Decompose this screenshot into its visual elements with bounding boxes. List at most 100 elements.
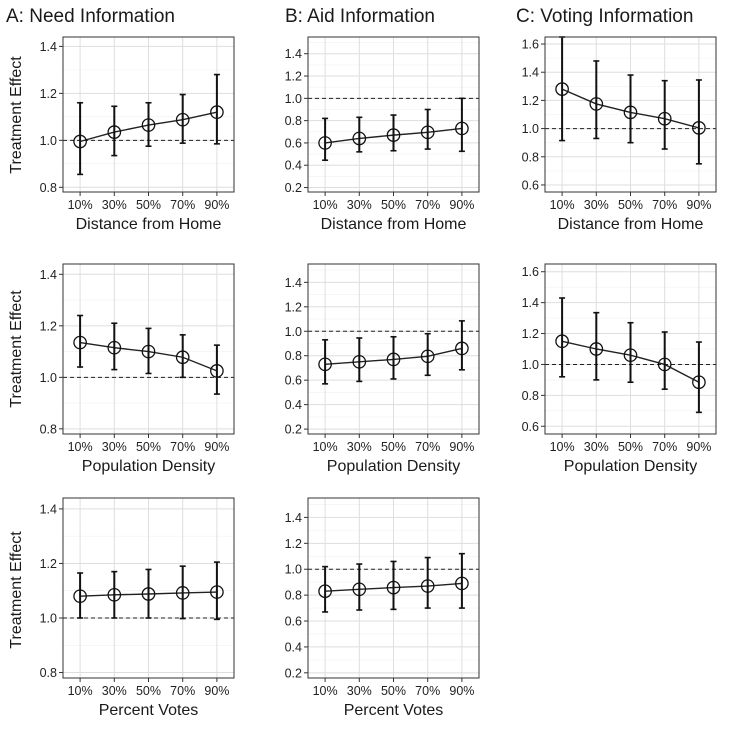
panel-2: 0.6 0.8 1.0 1.2 1.4 1.6 10% 30% 50% 70% 90% Distanc… [522,36,717,233]
y-tick-label: 1.2 [522,94,539,108]
data-point [107,587,122,602]
data-point [73,589,87,604]
x-tick-label: 10% [550,198,575,212]
data-point [318,136,332,150]
y-tick-label: 1.2 [40,87,57,101]
data-point [175,586,190,600]
x-axis-label: Distance from Home [76,216,222,233]
panel-6: 0.8 1.0 1.2 1.4 10% 30% 50% 70% 90% Percent Votes [40,497,235,719]
y-tick-label: 0.8 [285,349,302,363]
y-tick-label: 1.2 [40,319,57,333]
x-tick-label: 30% [102,198,127,212]
x-tick-label: 50% [618,198,643,212]
x-tick-label: 90% [686,440,711,454]
x-tick-label: 70% [170,684,195,698]
data-point [420,125,435,140]
panel-5: 0.6 0.8 1.0 1.2 1.4 1.6 10% 30% 50% 70% 90% Populat… [522,263,717,475]
data-point [455,121,469,136]
x-axis-label: Distance from Home [321,216,467,233]
x-tick-label: 10% [550,440,575,454]
x-tick-label: 50% [136,684,161,698]
x-tick-label: 10% [68,440,93,454]
data-point [386,580,401,595]
x-tick-label: 30% [584,198,609,212]
x-axis-label: Population Density [564,458,697,475]
data-point [318,584,332,599]
y-tick-label: 1.6 [522,38,539,52]
y-tick-label: 1.4 [40,268,57,282]
data-point [352,354,367,369]
y-tick-label: 1.4 [285,276,302,290]
y-axis-label-row1: Treatment Effect [8,56,25,174]
x-axis-label: Percent Votes [99,702,199,719]
data-point [210,105,224,120]
x-axis-label: Population Density [82,458,215,475]
data-point [318,357,332,372]
y-tick-label: 0.8 [285,589,302,603]
x-tick-label: 90% [204,198,229,212]
x-axis-label: Percent Votes [344,702,444,719]
data-point [73,335,87,350]
panel-4: 0.2 0.4 0.6 0.8 1.0 1.2 1.4 10% 30% 50% 70% 90% Popu… [285,263,480,475]
data-point [73,134,87,149]
y-tick-label: 1.4 [522,66,539,80]
x-tick-label: 10% [68,684,93,698]
data-point [141,118,156,132]
y-tick-label: 0.6 [522,420,539,434]
column-title-b: B: Aid Information [285,6,435,27]
data-point [455,576,469,591]
data-point [107,340,122,355]
y-tick-label: 1.2 [285,537,302,551]
x-tick-label: 70% [415,684,440,698]
x-tick-label: 70% [652,198,677,212]
y-tick-label: 0.6 [522,178,539,192]
data-point [589,342,604,356]
x-tick-label: 30% [102,440,127,454]
panel-1: 0.2 0.4 0.6 0.8 1.0 1.2 1.4 10% 30% 50% 70% 90% Dist… [285,36,480,233]
y-tick-label: 1.0 [285,325,302,339]
data-point [555,82,569,96]
column-title-a: A: Need Information [6,6,175,27]
y-tick-label: 0.4 [285,398,302,412]
x-tick-label: 90% [204,684,229,698]
data-point [175,350,190,365]
y-tick-label: 0.2 [285,666,302,680]
x-tick-label: 10% [313,440,338,454]
y-tick-label: 1.2 [285,300,302,314]
data-point [420,349,435,364]
x-tick-label: 50% [381,198,406,212]
y-tick-label: 1.4 [40,502,57,516]
x-tick-label: 70% [170,198,195,212]
y-tick-label: 0.6 [285,615,302,629]
data-point [555,334,569,349]
panels: 0.8 1.0 1.2 1.4 10% 30% 50% 70% 90% Distance from… [40,36,717,719]
data-point [352,131,367,146]
x-tick-label: 70% [652,440,677,454]
data-point [623,348,638,363]
x-axis-label: Population Density [327,458,460,475]
data-point [210,585,224,599]
data-point [175,112,190,127]
x-tick-label: 90% [449,684,474,698]
x-tick-label: 50% [136,198,161,212]
x-tick-label: 50% [136,440,161,454]
y-tick-label: 1.0 [285,563,302,577]
column-title-c: C: Voting Information [516,6,693,27]
data-point [386,352,401,367]
y-tick-label: 0.6 [285,136,302,150]
y-tick-label: 1.6 [522,265,539,279]
y-tick-label: 1.4 [522,296,539,310]
x-tick-label: 30% [584,440,609,454]
data-point [141,344,156,359]
y-tick-label: 1.0 [40,612,57,626]
x-tick-label: 70% [170,440,195,454]
x-tick-label: 10% [313,198,338,212]
data-point [657,111,672,126]
panel-3: 0.8 1.0 1.2 1.4 10% 30% 50% 70% 90% Population De… [40,263,235,475]
data-point [352,582,367,597]
data-point [657,357,672,372]
panel-7: 0.2 0.4 0.6 0.8 1.0 1.2 1.4 10% 30% 50% 70% 90% Perc… [285,497,480,719]
panel-0: 0.8 1.0 1.2 1.4 10% 30% 50% 70% 90% Distance from… [40,36,235,233]
x-tick-label: 90% [204,440,229,454]
y-tick-label: 1.2 [285,70,302,84]
